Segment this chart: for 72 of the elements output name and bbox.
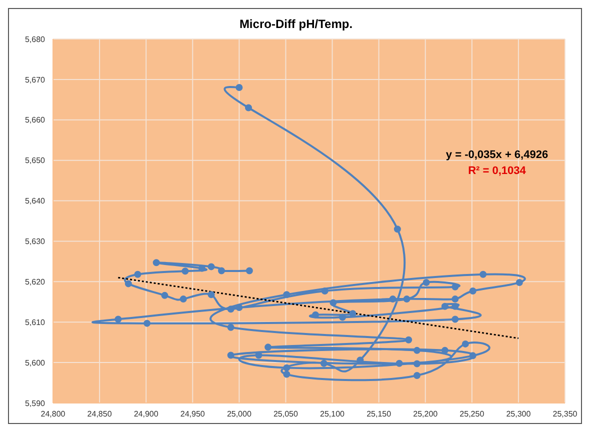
annotation: y = -0,035x + 6,4926	[444, 149, 550, 161]
point	[422, 278, 430, 286]
point	[198, 264, 206, 272]
point	[244, 104, 252, 112]
y-tick-label: 5,590	[24, 398, 46, 408]
point	[236, 304, 243, 312]
point	[246, 267, 253, 274]
x-tick-label: 25,200	[413, 410, 438, 419]
point	[441, 302, 448, 310]
point	[124, 280, 132, 288]
annotation: R² = 0,1034	[467, 165, 527, 177]
y-tick-label: 5,630	[24, 237, 46, 246]
point	[283, 370, 290, 378]
point	[330, 299, 337, 306]
point	[321, 287, 328, 294]
point	[180, 296, 187, 303]
y-tick-label: 5,680	[24, 34, 46, 44]
point	[403, 296, 410, 303]
point	[114, 316, 122, 323]
point	[208, 263, 215, 270]
x-tick-label: 25,350	[552, 410, 578, 419]
point	[339, 314, 346, 321]
x-tick-label: 25,150	[366, 410, 392, 419]
point	[264, 344, 272, 351]
x-tick-label: 25,050	[273, 410, 299, 419]
point	[227, 352, 234, 359]
x-tick-label: 24,900	[134, 410, 159, 419]
x-tick-label: 24,800	[40, 410, 66, 419]
x-tick-label: 25,250	[460, 410, 485, 419]
y-tick-label: 5,670	[24, 75, 46, 84]
point	[320, 360, 328, 367]
y-tick-label: 5,620	[24, 278, 46, 287]
x-tick-label: 24,950	[180, 410, 206, 419]
point	[394, 226, 401, 233]
point	[227, 306, 234, 313]
point	[462, 340, 469, 348]
point	[516, 278, 523, 286]
point	[208, 291, 215, 298]
point	[152, 259, 160, 266]
point	[452, 302, 459, 310]
y-tick-label: 5,660	[24, 116, 46, 125]
y-tick-label: 5,600	[24, 358, 46, 368]
y-tick-label: 5,610	[24, 318, 46, 327]
y-tick-label: 5,640	[24, 196, 46, 206]
point	[283, 364, 290, 372]
point	[144, 320, 151, 327]
x-tick-label: 24,850	[87, 410, 112, 419]
point	[413, 372, 420, 379]
point	[469, 287, 476, 294]
point	[405, 336, 412, 344]
x-tick-label: 25,100	[320, 410, 346, 419]
point	[161, 292, 168, 299]
x-tick-label: 25,300	[506, 410, 532, 419]
point	[312, 311, 320, 318]
point	[413, 360, 420, 368]
point	[182, 268, 189, 275]
point	[413, 346, 420, 354]
point	[236, 84, 243, 92]
x-tick-label: 25,000	[226, 410, 252, 419]
point	[452, 296, 459, 303]
y-tick-label: 5,650	[24, 156, 46, 166]
point	[452, 316, 459, 323]
point	[396, 360, 403, 367]
point	[389, 296, 396, 303]
point	[480, 270, 487, 278]
point	[218, 267, 225, 274]
chart-title: Micro-Diff pH/Temp.	[238, 17, 354, 31]
point	[134, 270, 142, 278]
point	[283, 291, 290, 298]
point	[469, 352, 476, 360]
point	[227, 324, 234, 331]
point	[441, 346, 448, 354]
